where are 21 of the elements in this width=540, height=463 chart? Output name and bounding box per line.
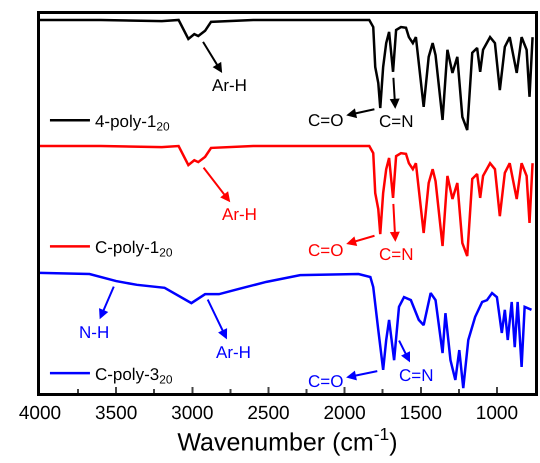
annotation: Ar-H: [212, 76, 247, 95]
annotation: N-H: [79, 323, 110, 342]
x-tick-label: 2000: [323, 402, 366, 424]
x-tick-label: 1500: [400, 402, 442, 424]
x-tick-label: 1000: [476, 402, 518, 424]
annotation: C=O: [308, 241, 344, 260]
annotation: Ar-H: [222, 205, 257, 224]
annotation: C=N: [399, 366, 434, 385]
x-tick-label: 3500: [95, 402, 138, 424]
x-tick-label: 3000: [171, 402, 214, 424]
x-axis-title: Wavenumber (cm$^{-1}$): [177, 424, 398, 456]
x-tick-label: 2500: [247, 402, 290, 424]
annotation: Ar-H: [216, 343, 251, 362]
annotation: C=N: [379, 112, 414, 131]
legend-label: 4-poly-1$_{20}$: [94, 112, 170, 134]
legend-label: C-poly-3$_{20}$: [94, 364, 173, 386]
annotation: C=N: [379, 245, 414, 264]
x-tick-label: 4000: [18, 402, 62, 424]
legend-label: C-poly-1$_{20}$: [94, 238, 173, 260]
annotation: C=O: [308, 111, 344, 130]
annotation: C=O: [308, 372, 344, 391]
